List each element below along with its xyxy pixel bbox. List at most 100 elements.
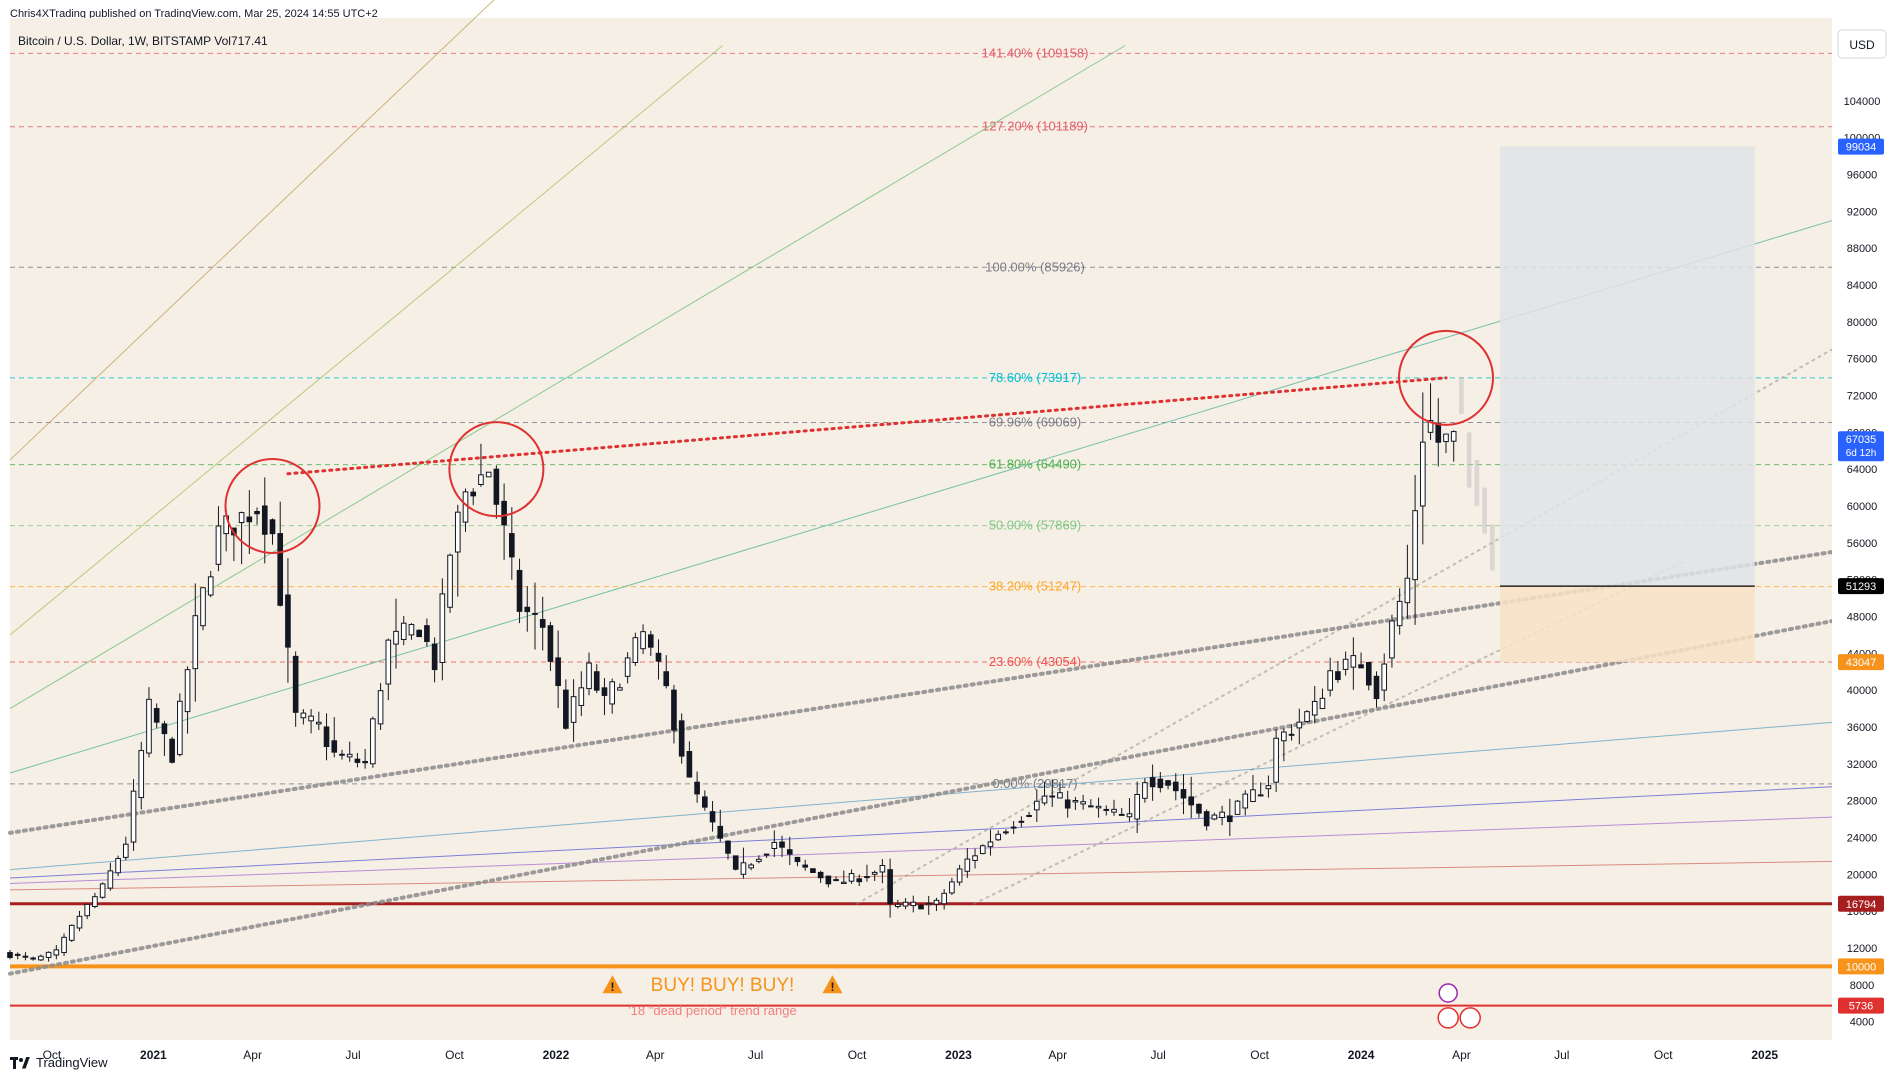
us-flag-event-icon[interactable] [1459,1007,1481,1029]
time-tick-label: 2021 [140,1048,167,1062]
candle-body [632,637,639,664]
candle-body [30,957,36,960]
projection-candle [1466,432,1472,488]
currency-button[interactable]: USD [1837,29,1887,59]
candle-body [45,951,52,958]
candle-body [315,721,322,725]
candle-body [655,652,662,662]
peak-connector-dotted-line [286,376,1448,476]
fib-level-label: 38.20% (51247) [989,579,1082,594]
stop-zone [1500,586,1755,663]
candle-body [1427,420,1434,433]
candle-body [493,468,500,505]
candle-body [130,790,137,843]
candle-body [246,516,253,523]
candle-body [68,924,75,941]
price-tag-label: 99034 [1846,142,1877,154]
trendline [9,45,723,636]
price-tag-label: 67035 [1846,434,1877,446]
price-tick-label: 24000 [1847,832,1878,844]
candle-body [887,869,893,905]
us-flag-event-icon[interactable] [1437,1007,1459,1029]
currency-button-label: USD [1849,38,1875,52]
candle-body [949,881,955,894]
candle-body [1311,700,1318,716]
candle-body [385,639,392,685]
candle-body [786,849,793,855]
candle-body [1134,793,1140,820]
projection-candle [1489,524,1495,571]
candle-body [1203,811,1210,827]
candle-body [879,864,886,873]
price-tick-label: 96000 [1847,170,1878,182]
candle-body [346,753,353,758]
candle-body [833,879,839,882]
time-tick-label: Oct [848,1048,867,1062]
time-tick-label: Oct [43,1048,62,1062]
fib-level-label: 50.00% (57869) [989,518,1082,533]
price-tag [1838,997,1884,1014]
candle-body [1412,510,1418,581]
candle-body [964,858,971,872]
price-tag [1838,654,1884,671]
candle-body [1111,808,1117,813]
projection-candle [1459,377,1464,414]
candle-body [92,896,98,907]
candle-body [717,825,724,839]
fib-level-label: 78.60% (73917) [989,370,1082,385]
candle-body [972,855,978,861]
candle-body [539,619,546,628]
time-tick-label: Apr [1048,1048,1067,1062]
candle-body [1365,662,1372,686]
candle-body [1033,800,1040,811]
annotations-layer: ! BUY! BUY! BUY! ! '18 "dead period" trend … [224,329,1494,1029]
candle-body [1157,778,1164,789]
dotted-trend-channel [856,348,1833,905]
candle-body [509,533,515,558]
price-tick-label: 20000 [1847,869,1878,881]
candle-body [1226,815,1233,823]
candle-body [424,625,430,642]
candle-body [671,689,677,731]
price-tag [1838,958,1884,975]
time-tick-label: Oct [1250,1048,1269,1062]
fib-level-label: 23.60% (43054) [989,654,1082,669]
time-tick-label: 2022 [543,1048,570,1062]
trendline [9,786,1833,879]
candle-body [238,512,245,524]
candle-body [1057,792,1063,799]
candle-body [593,671,600,691]
trendlines-layer [8,0,1834,976]
price-tick-label: 60000 [1847,501,1878,513]
candles-layer [7,377,1495,962]
candle-body [1435,422,1442,443]
candle-body [810,868,816,873]
trendline [9,45,1126,709]
candle-body [277,533,284,606]
candle-body [1149,777,1156,788]
candle-body [99,883,106,898]
candle-body [323,726,330,748]
price-tick-label: 48000 [1847,611,1878,623]
candle-body [864,876,870,879]
candle-body [339,753,345,756]
candle-body [918,904,924,910]
warning-icon: ! [602,975,623,994]
candle-body [84,903,91,917]
candle-body [138,750,145,799]
candle-body [895,903,901,907]
price-tick-label: 64000 [1847,464,1878,476]
candle-body [1010,826,1017,829]
candle-body [663,671,670,687]
candle-body [1003,831,1009,834]
candle-body [802,864,809,868]
candle-body [1288,733,1295,736]
fib-level-label: 69.96% (69069) [989,414,1082,429]
projection-candle [1474,459,1480,506]
candle-body [354,758,361,763]
tradingview-footer[interactable]: TradingView [10,1055,108,1070]
lightning-event-icon[interactable] [1438,983,1458,1003]
dead-period-annotation: '18 "dead period" trend range [628,1003,797,1018]
candle-body [1118,813,1125,816]
